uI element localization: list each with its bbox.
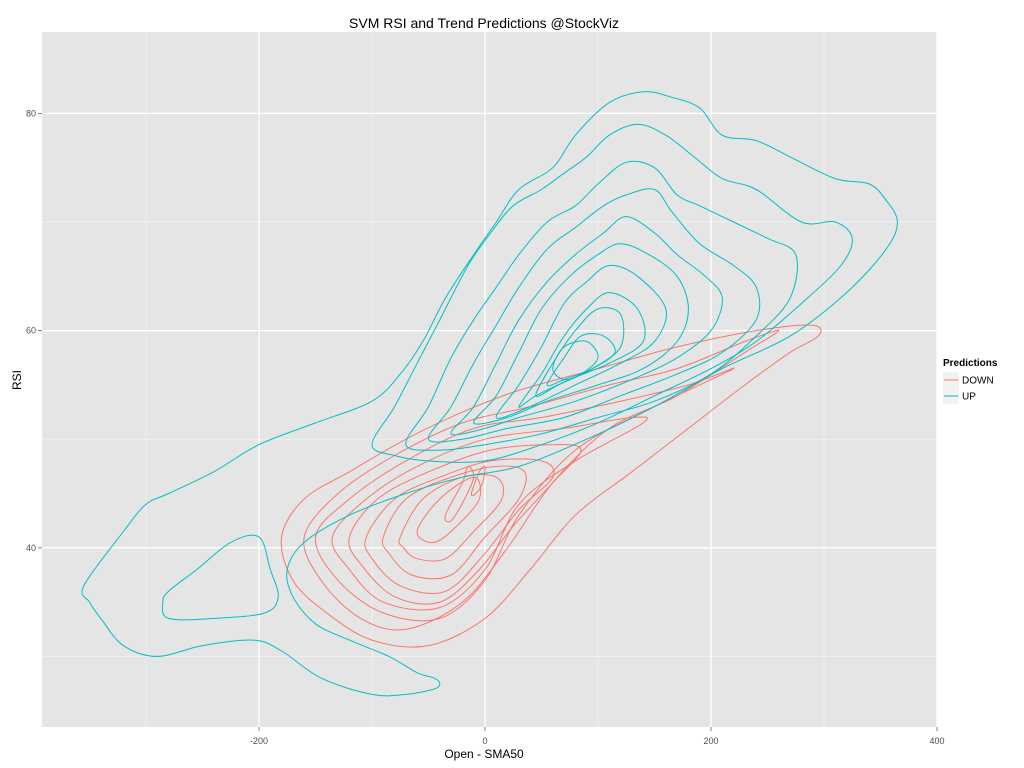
legend: Predictions DOWN UP — [943, 358, 998, 404]
y-tick-label: 60 — [26, 326, 36, 336]
contour-up-8 — [495, 264, 667, 419]
plot-panel — [42, 32, 937, 727]
x-axis-title: Open - SMA50 — [444, 747, 524, 761]
y-tick-label: 40 — [26, 543, 36, 553]
contour-up-7 — [473, 243, 689, 425]
chart-title: SVM RSI and Trend Predictions @StockViz — [349, 15, 619, 31]
major-gridlines — [42, 32, 938, 727]
contour-down-10 — [444, 465, 475, 523]
contour-down-1 — [280, 324, 822, 648]
density-contours — [81, 91, 898, 697]
contour-down-6 — [364, 458, 555, 594]
contour-up-1 — [81, 91, 898, 697]
contour-up-5 — [427, 188, 761, 443]
minor-gridlines — [42, 32, 937, 727]
legend-title: Predictions — [943, 358, 998, 369]
y-axis-ticks: 40 60 80 — [26, 108, 42, 553]
y-tick-label: 80 — [26, 108, 36, 118]
legend-entries: DOWN UP — [943, 372, 994, 404]
contour-down-3 — [314, 367, 735, 622]
x-tick-label: 200 — [703, 736, 718, 746]
x-tick-label: 0 — [482, 736, 487, 746]
legend-entry-up: UP — [943, 388, 976, 404]
contour-up-12 — [552, 340, 599, 381]
contour-down-2 — [303, 329, 780, 631]
contour-down-5 — [348, 444, 582, 605]
legend-label: UP — [962, 392, 976, 403]
contour-up-2 — [161, 534, 279, 621]
contour-up-4 — [405, 160, 798, 451]
legend-label: DOWN — [962, 376, 994, 387]
contour-down-7 — [381, 465, 527, 580]
y-axis-title: RSI — [10, 370, 24, 390]
legend-entry-down: DOWN — [943, 372, 994, 388]
contour-down-9 — [416, 476, 482, 543]
x-tick-label: 400 — [929, 736, 944, 746]
contour-down-8 — [398, 474, 505, 562]
contour-up-3 — [371, 123, 853, 463]
series-up — [81, 91, 898, 697]
x-axis-ticks: -200 0 200 400 — [250, 727, 945, 746]
x-tick-label: -200 — [250, 736, 268, 746]
contour-up-6 — [450, 216, 723, 436]
contour-up-11 — [546, 333, 616, 387]
